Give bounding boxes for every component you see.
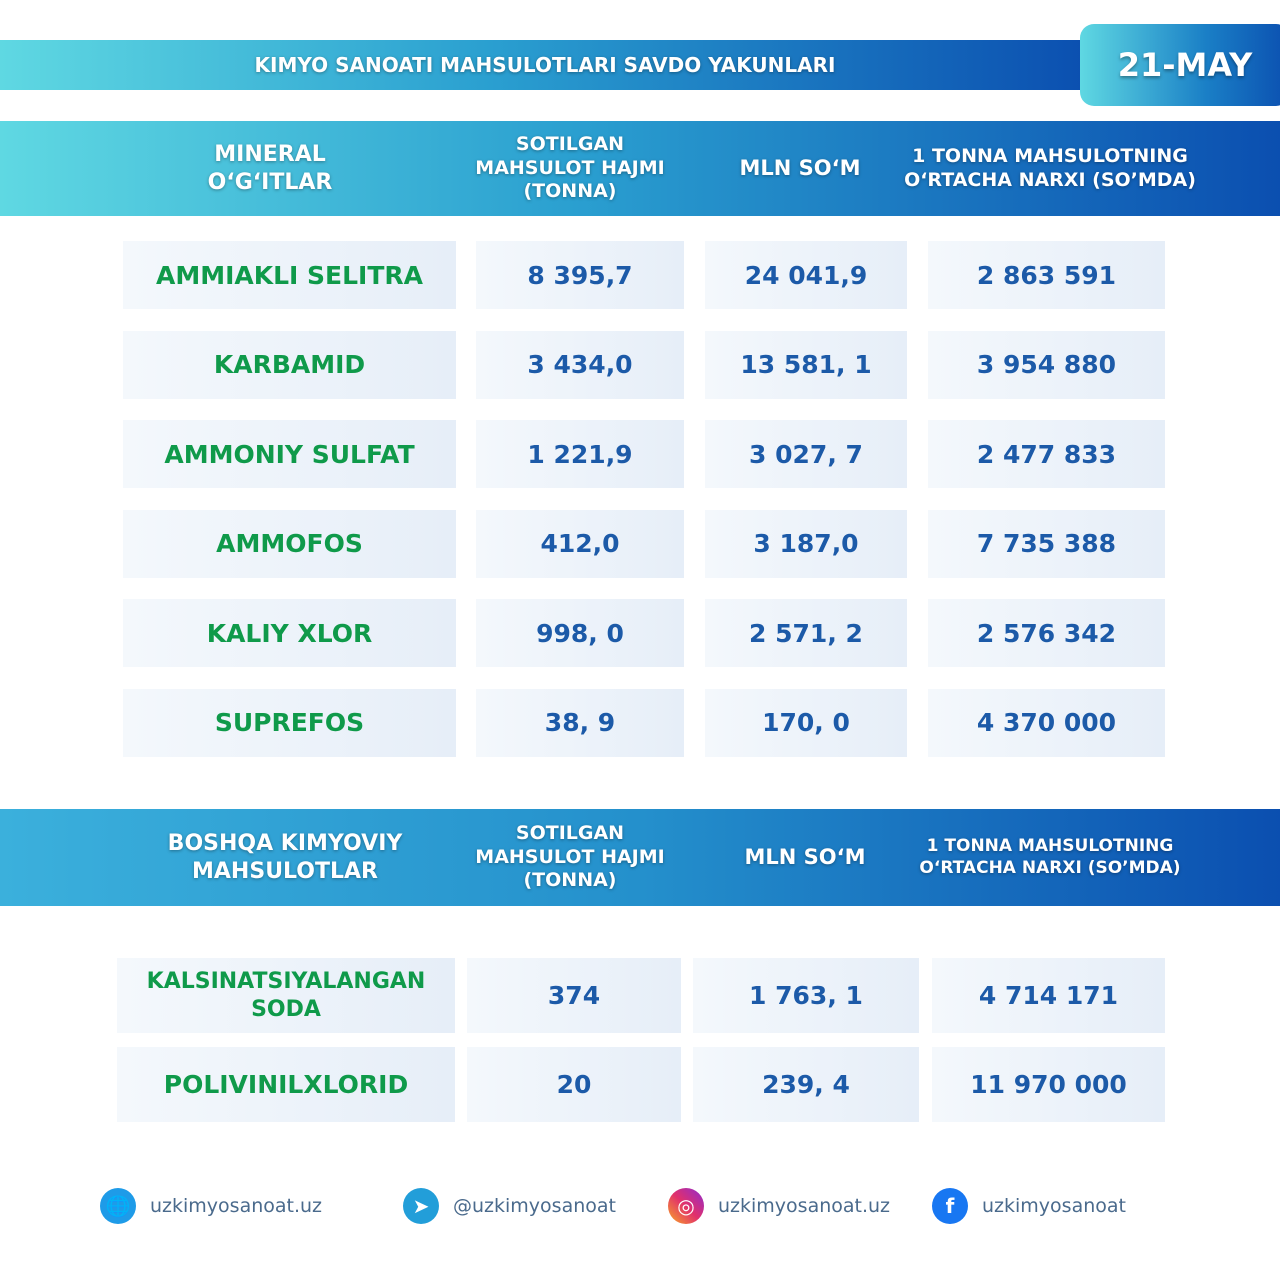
table-cell: 412,0 <box>476 509 684 578</box>
table-cell: 2 571, 2 <box>705 599 907 667</box>
social-link[interactable]: f uzkimyosanoat <box>932 1188 1126 1224</box>
page-title: KIMYO SANOATI MAHSULOTLARI SAVDO YAKUNLA… <box>0 40 1090 90</box>
product-name: AMMOFOS <box>123 509 456 578</box>
table-cell: 38, 9 <box>476 688 684 757</box>
table-cell: 8 395,7 <box>476 241 684 309</box>
table-cell: 170, 0 <box>705 688 907 757</box>
column-header: BOSHQA KIMYOVIY MAHSULOTLAR <box>167 831 403 884</box>
column-header: MLN SO‘M <box>744 845 866 870</box>
column-header: MLN SO‘M <box>739 156 861 181</box>
table-cell: 3 027, 7 <box>705 420 907 488</box>
table-cell: 20 <box>467 1047 681 1122</box>
table-cell: 4 370 000 <box>928 688 1165 757</box>
table-cell: 2 863 591 <box>928 241 1165 309</box>
table-cell: 2 477 833 <box>928 420 1165 488</box>
social-link-text: @uzkimyosanoat <box>453 1195 616 1217</box>
column-header: MINERAL O‘G‘ITLAR <box>207 142 333 195</box>
table-cell: 24 041,9 <box>705 241 907 309</box>
column-header: 1 TONNA MAHSULOTNING O‘RTACHA NARXI (SO’… <box>919 836 1181 878</box>
product-name: KALIY XLOR <box>123 599 456 667</box>
table-cell: 3 434,0 <box>476 330 684 399</box>
table-cell: 3 954 880 <box>928 330 1165 399</box>
table-cell: 374 <box>467 958 681 1033</box>
table-cell: 1 763, 1 <box>693 958 919 1033</box>
social-link-text: uzkimyosanoat.uz <box>150 1195 323 1217</box>
social-link-text: uzkimyosanoat.uz <box>718 1195 891 1217</box>
table-cell: 998, 0 <box>476 599 684 667</box>
table-cell: 4 714 171 <box>932 958 1165 1033</box>
date-badge: 21-MAY <box>1080 24 1280 106</box>
product-name: AMMONIY SULFAT <box>123 420 456 488</box>
social-link[interactable]: 🌐 uzkimyosanoat.uz <box>100 1188 322 1224</box>
section2-header: BOSHQA KIMYOVIY MAHSULOTLAR SOTILGAN MAHS… <box>0 809 1280 906</box>
instagram-icon: ◎ <box>668 1188 704 1224</box>
product-name: POLIVINILXLORID <box>117 1047 455 1122</box>
table-cell: 239, 4 <box>693 1047 919 1122</box>
product-name: KALSINATSIYALANGAN SODA <box>117 958 455 1033</box>
social-link[interactable]: ◎ uzkimyosanoat.uz <box>668 1188 890 1224</box>
column-header: 1 TONNA MAHSULOTNING O‘RTACHA NARXI (SO’… <box>904 144 1196 191</box>
column-header: SOTILGAN MAHSULOT HAJMI (TONNA) <box>475 821 665 892</box>
table-cell: 7 735 388 <box>928 509 1165 578</box>
social-link-text: uzkimyosanoat <box>982 1195 1126 1217</box>
social-link[interactable]: ➤ @uzkimyosanoat <box>403 1188 616 1224</box>
column-header: SOTILGAN MAHSULOT HAJMI (TONNA) <box>475 132 665 203</box>
section1-header: MINERAL O‘G‘ITLAR SOTILGAN MAHSULOT HAJMI… <box>0 121 1280 216</box>
table-cell: 1 221,9 <box>476 420 684 488</box>
globe-icon: 🌐 <box>100 1188 136 1224</box>
product-name: AMMIAKLI SELITRA <box>123 241 456 309</box>
product-name: SUPREFOS <box>123 688 456 757</box>
table-cell: 11 970 000 <box>932 1047 1165 1122</box>
telegram-icon: ➤ <box>403 1188 439 1224</box>
product-name: KARBAMID <box>123 330 456 399</box>
table-cell: 13 581, 1 <box>705 330 907 399</box>
facebook-icon: f <box>932 1188 968 1224</box>
table-cell: 3 187,0 <box>705 509 907 578</box>
table-cell: 2 576 342 <box>928 599 1165 667</box>
